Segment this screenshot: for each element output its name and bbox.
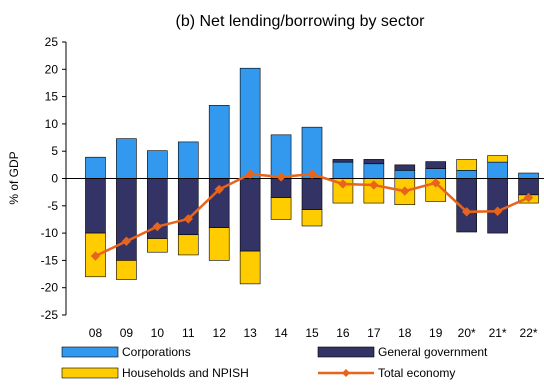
legend-label: Total economy [378,366,455,380]
line-point [307,169,317,179]
legend-item: Households and NPISH [61,366,249,380]
line-point [338,179,348,189]
y-tick-label: 5 [51,144,58,158]
x-tick-label: 13 [243,326,257,340]
x-tick-label: 10 [151,326,165,340]
legend-item: Total economy [318,366,455,380]
bar-general-government [518,178,539,196]
line-point [523,192,534,203]
x-tick-label: 16 [336,326,350,340]
y-tick-label: -10 [41,226,59,240]
bar-households-and-npish [177,234,199,256]
legend-item: Corporations [61,345,191,359]
legend-swatch [61,346,119,358]
bar-general-government [177,178,199,236]
x-tick-label: 19 [429,326,443,340]
x-tick-label: 12 [213,326,227,340]
x-tick-label: 22* [520,326,538,340]
bar-corporations [518,172,539,179]
x-tick-label: 09 [120,326,134,340]
bar-general-government [301,178,323,210]
y-tick-label: 0 [51,172,58,186]
line-point [276,172,286,182]
bar-households-and-npish [147,238,168,253]
y-tick-label: 20 [45,62,59,76]
x-tick-label: 21* [489,326,507,340]
bar-households-and-npish [270,197,292,220]
bar-households-and-npish [456,159,477,171]
bar-corporations [270,134,292,179]
bar-general-government [116,178,137,261]
y-tick-label: -15 [41,253,59,267]
line-point [152,221,163,232]
bar-general-government [487,178,508,234]
bar-households-and-npish [116,260,137,280]
bar-corporations [487,161,508,179]
line-point [400,186,410,196]
bar-corporations [147,150,168,179]
line-point [121,236,132,246]
line-point [90,251,101,261]
plot-area: 25 20 15 10 5 0 -5 -10 -15 -20 -25 08 09 10 11 12 13 14 15… [41,35,544,340]
bar-corporations [363,163,385,179]
bar-corporations [239,67,261,179]
y-tick-label: 25 [45,35,59,49]
bar-corporations [394,170,416,179]
x-tick-label: 14 [274,326,288,340]
y-tick-label: -20 [41,281,59,295]
x-tick-label: 20* [458,326,476,340]
line-point [369,180,379,190]
bar-corporations [177,141,199,179]
line-point [214,184,224,195]
y-tick-label: -5 [47,199,58,213]
bar-households-and-npish [239,250,261,285]
legend-label: Households and NPISH [122,366,249,380]
bar-general-government [85,178,106,234]
x-tick-label: 08 [89,326,103,340]
legend-marker [342,369,350,377]
bar-general-government [394,164,416,171]
bar-corporations [425,168,447,179]
legend-swatch [317,346,375,358]
x-tick-label: 18 [398,326,412,340]
legend-item: General government [317,345,488,359]
legend-label: Corporations [122,345,191,359]
x-tick-label: 15 [305,326,319,340]
line-point [431,178,441,188]
bar-general-government [332,159,354,163]
bar-households-and-npish [301,209,323,227]
bar-general-government [239,178,261,252]
y-tick-label: 15 [45,90,59,104]
legend-swatch [61,367,119,379]
bar-corporations [332,161,354,179]
bar-households-and-npish [487,155,508,163]
line-point [245,169,255,179]
bar-corporations [85,156,106,179]
bar-corporations [456,170,477,179]
y-axis-label: % of GDP [7,151,21,204]
bar-general-government [425,161,447,169]
x-tick-label: 11 [182,326,195,340]
x-tick-label: 17 [367,326,381,340]
bar-corporations [116,138,137,179]
line-point [183,214,193,224]
y-tick-label: 10 [45,117,59,131]
legend-label: General government [378,345,488,359]
chart-title: (b) Net lending/borrowing by sector [175,13,425,30]
bar-corporations [208,105,230,179]
legend: Corporations General government Households… [61,345,488,380]
line-point [461,207,472,217]
bar-households-and-npish [208,227,230,261]
y-tick-label: -25 [41,308,59,322]
line-point [492,206,503,216]
bar-general-government [363,159,385,165]
